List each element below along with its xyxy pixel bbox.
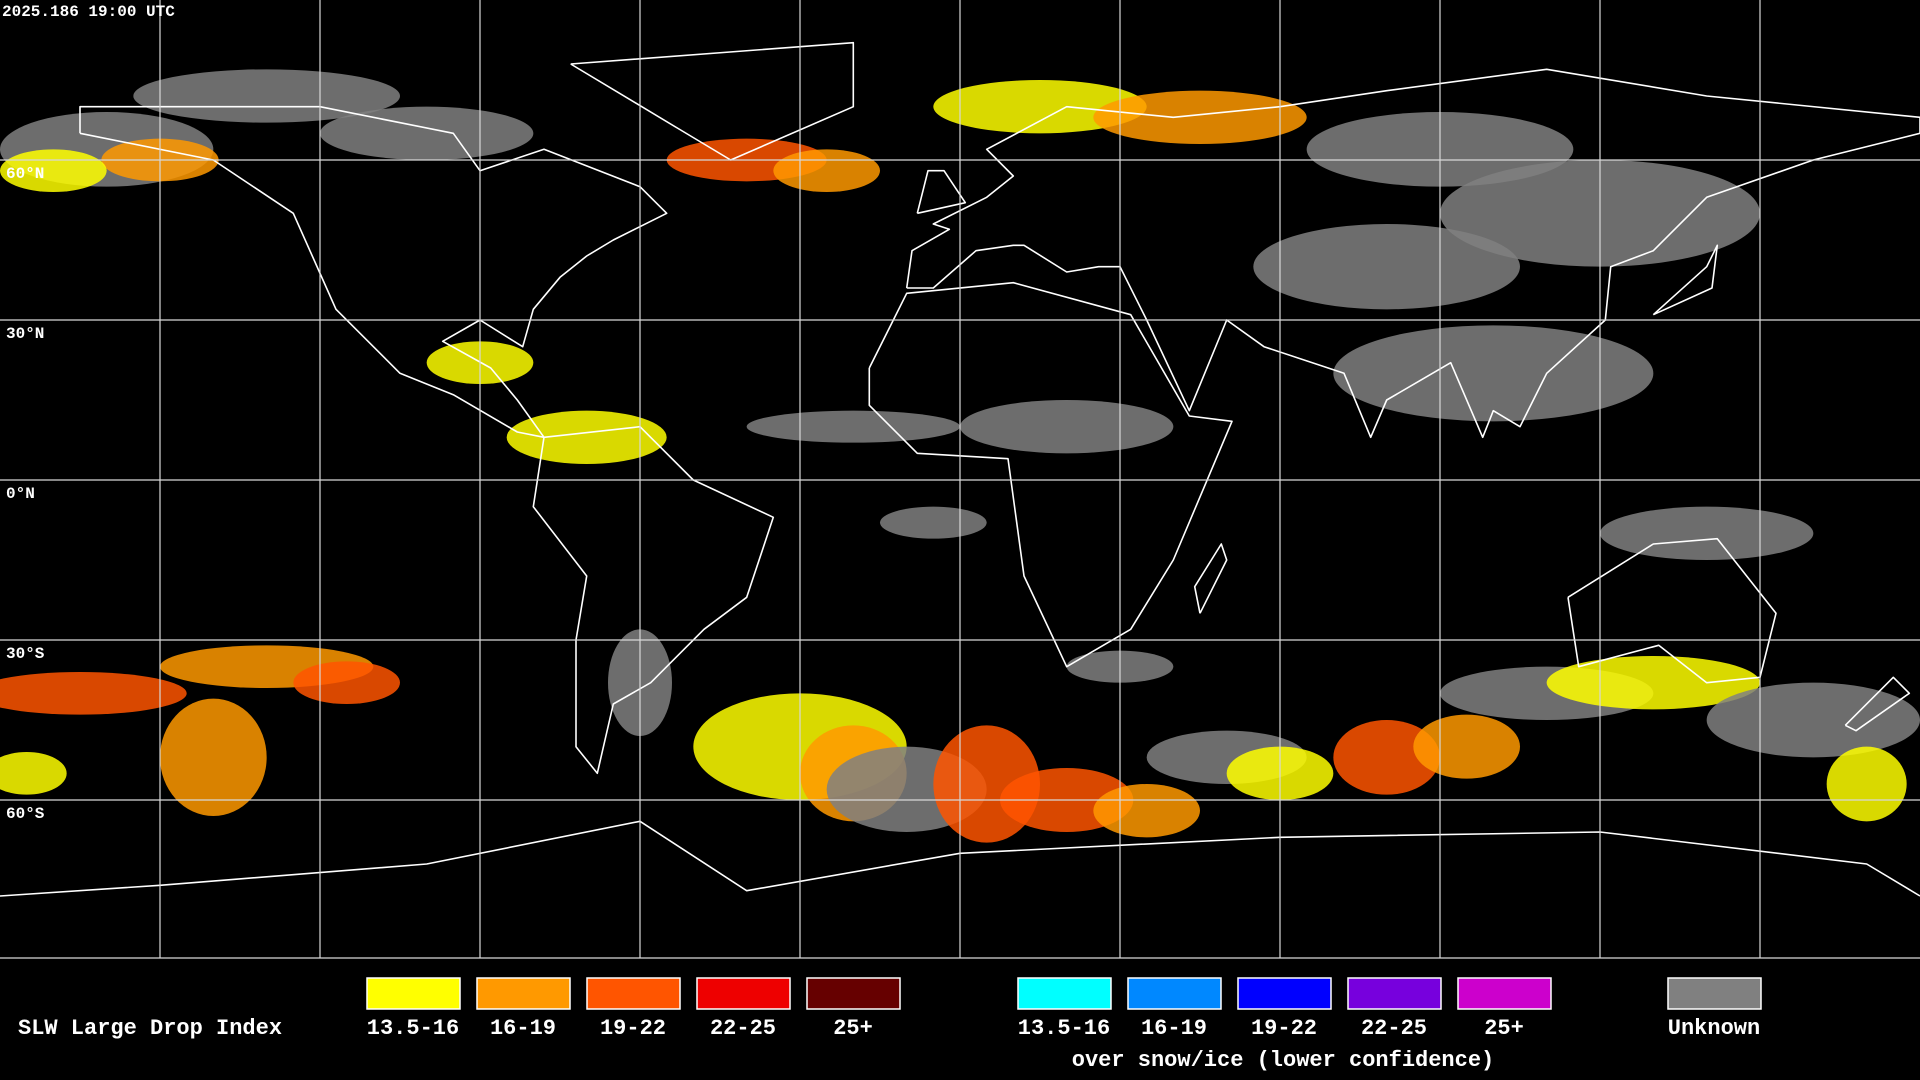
legend-swatch [1347, 977, 1442, 1010]
legend-swatch [1237, 977, 1332, 1010]
cloud-patch [1706, 682, 1920, 758]
coastline [916, 169, 967, 215]
legend-swatch [696, 977, 791, 1010]
legend-swatch [1127, 977, 1222, 1010]
cloud-patch [746, 410, 960, 443]
lat-label: 60°S [6, 805, 45, 823]
coastline [905, 68, 1920, 439]
legend: 13.5-16 16-19 19-22 22-25 25+ 13.5-16 16-19 19-… [366, 977, 1762, 1041]
cloud-patch [1093, 784, 1200, 838]
cloud-patch [1600, 506, 1814, 560]
legend-label: 19-22 [600, 1016, 666, 1041]
coastline [1193, 543, 1228, 614]
coastline [79, 105, 668, 439]
coastline [570, 41, 855, 161]
timestamp: 2025.186 19:00 UTC [2, 3, 175, 21]
cloud-patch [293, 661, 400, 705]
coastline [868, 281, 1233, 668]
legend-title: SLW Large Drop Index [18, 1016, 282, 1041]
coastline [1652, 244, 1719, 316]
cloud-patch [773, 149, 881, 193]
cloud-patch [506, 410, 667, 465]
cloud-patch [1253, 223, 1520, 310]
legend-label: 25+ [833, 1016, 873, 1041]
legend-label: 13.5-16 [1018, 1016, 1110, 1041]
cloud-patch [933, 80, 1147, 134]
graticule: 60°N 30°N 0°N 30°S 60°S [0, 0, 1920, 958]
legend-swatch [1017, 977, 1112, 1010]
lat-label: 30°S [6, 645, 45, 663]
coastline [1844, 676, 1911, 732]
legend-label: 22-25 [1361, 1016, 1427, 1041]
coastline [532, 425, 775, 775]
legend-label: Unknown [1668, 1016, 1760, 1041]
cloud-patch [1333, 325, 1654, 422]
cloud-patch [1093, 90, 1307, 144]
snow-caption: over snow/ice (lower confidence) [1072, 1048, 1494, 1073]
cloud-patch [320, 106, 534, 160]
cloud-patch [0, 672, 187, 715]
legend-label: 16-19 [1141, 1016, 1207, 1041]
legend-swatch [1667, 977, 1762, 1010]
cloud-patch [160, 698, 267, 816]
cloud-patch [880, 506, 987, 539]
cloud-patch [1826, 746, 1907, 822]
legend-label: 13.5-16 [367, 1016, 459, 1041]
coastline [0, 820, 1920, 897]
legend-label: 25+ [1484, 1016, 1524, 1041]
legend-swatch [586, 977, 681, 1010]
lat-label: 0°N [6, 485, 35, 503]
legend-label: 22-25 [710, 1016, 776, 1041]
legend-swatch [476, 977, 571, 1010]
lat-label: 30°N [6, 325, 44, 343]
legend-swatch [366, 977, 461, 1010]
legend-label: 16-19 [490, 1016, 556, 1041]
cloud-patch [0, 752, 67, 795]
legend-swatch [806, 977, 901, 1010]
coastlines [0, 41, 1920, 897]
cloud-patch [1333, 720, 1440, 795]
cloud-patch [1413, 714, 1520, 779]
legend-label: 19-22 [1251, 1016, 1317, 1041]
lat-label: 60°N [6, 165, 44, 183]
legend-swatch [1457, 977, 1552, 1010]
cloud-patch [959, 400, 1174, 454]
